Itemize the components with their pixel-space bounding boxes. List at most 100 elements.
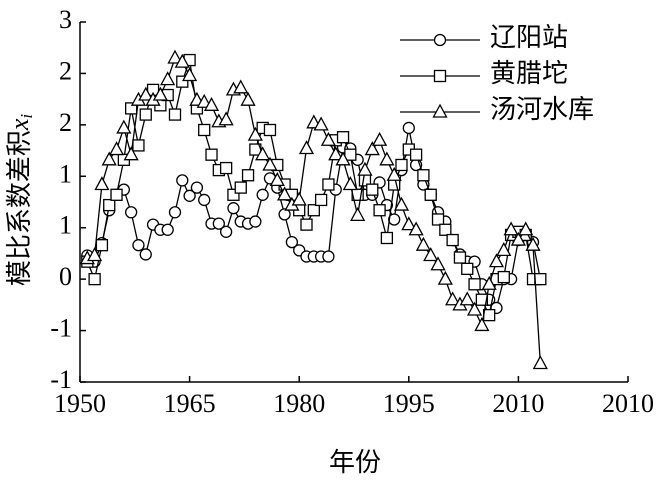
point [132,239,145,252]
point [431,213,445,226]
point [461,262,474,276]
point [350,207,366,222]
point [182,67,198,82]
point [176,75,189,88]
point [227,202,240,215]
point [233,79,249,94]
point [174,53,190,68]
x-axis-label: 年份 [329,448,381,477]
point [139,108,152,121]
point [138,86,154,101]
point [364,141,380,156]
point [198,123,211,137]
point [263,123,277,137]
point [168,108,182,121]
point [402,121,415,135]
point [160,71,176,86]
point [468,278,481,291]
point [103,198,116,212]
point [371,131,388,146]
point [219,161,233,175]
point [203,96,220,111]
point [488,253,505,268]
point [298,140,315,155]
point [262,156,278,171]
legend-label: 黄腊坨 [490,59,568,88]
point [439,223,452,236]
point [497,270,510,284]
point [335,151,351,166]
legend-label: 辽阳站 [490,23,568,52]
point [503,221,519,236]
point [481,275,497,290]
legend-marker [433,33,447,47]
point [198,193,211,207]
y-label-var: x [5,118,34,131]
point [373,204,386,217]
y-axis-label: 模比系数差积xi [5,114,36,287]
point [532,355,548,370]
point [124,206,138,219]
point [380,231,394,245]
point [94,176,110,191]
point [344,148,357,161]
point [269,172,285,187]
legend-marker [433,69,447,83]
point [395,158,408,172]
point [417,169,430,182]
point [124,102,138,115]
legend-marker [432,103,448,118]
point [366,183,379,196]
point [322,178,335,191]
point [459,291,475,306]
point [388,213,401,226]
point [256,188,269,201]
point [227,188,240,201]
x-tick-label: 1995 [383,389,435,418]
point [219,225,233,238]
point [190,181,204,194]
point [423,247,439,262]
point [116,119,132,134]
point [401,216,417,231]
point [101,151,117,166]
point [510,231,526,246]
y-tick-label: 2 [59,108,72,137]
point [534,272,547,286]
point [496,241,512,256]
point [196,93,212,108]
point [241,169,255,182]
point [110,188,123,201]
y-tick-label: 2 [59,56,72,85]
x-tick-label: 1980 [273,389,325,418]
point [313,116,329,131]
point [445,291,461,306]
point [408,221,424,236]
point [518,221,534,236]
point [357,161,373,176]
point [87,247,103,262]
point [446,233,459,247]
point [168,206,182,219]
point [475,293,489,306]
point [218,111,234,126]
point [108,141,125,156]
point [430,256,446,271]
point [247,126,263,141]
point [234,181,247,194]
x-tick-label: 2010 [492,389,544,418]
point [437,270,453,285]
point [525,236,541,251]
point [466,301,483,316]
point [161,223,174,236]
point [386,166,402,181]
point [95,239,109,252]
point [379,151,395,166]
point [132,139,145,152]
point [276,186,293,201]
point [415,236,432,251]
point [176,174,189,187]
legend-label: 汤河水库 [490,95,594,124]
point [307,204,320,217]
